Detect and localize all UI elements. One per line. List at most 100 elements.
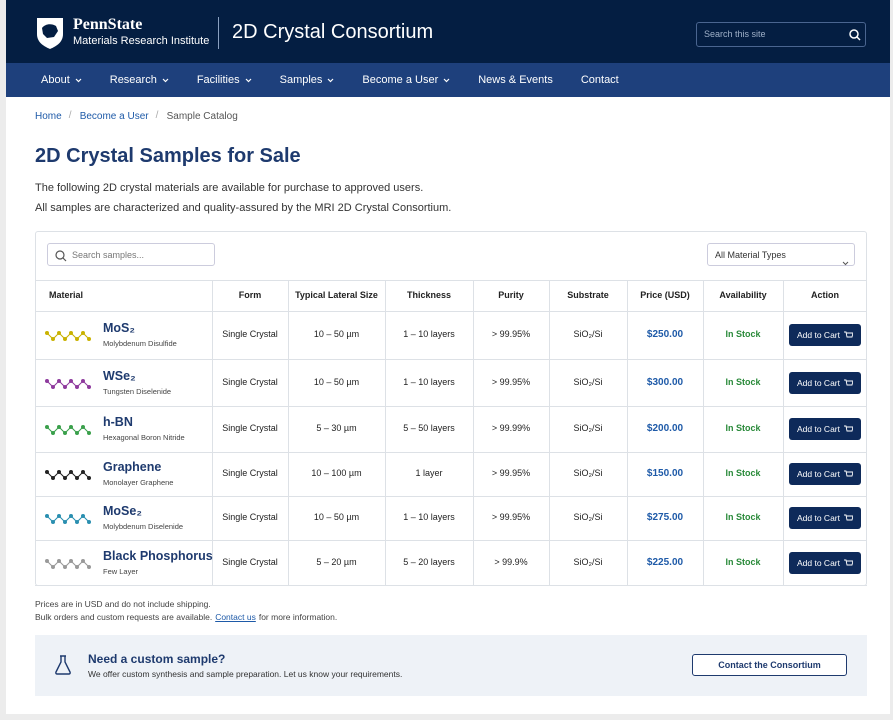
column-header: Action — [811, 290, 839, 300]
cell-availability: In Stock — [725, 512, 761, 522]
cart-icon — [844, 509, 854, 527]
cell-size: 5 – 30 µm — [316, 423, 357, 433]
row-line — [35, 406, 867, 407]
column-line — [385, 280, 386, 585]
cart-icon — [844, 554, 854, 572]
column-header: Price (USD) — [640, 290, 690, 300]
column-header: Typical Lateral Size — [295, 290, 378, 300]
cell-thickness: 5 – 50 layers — [403, 423, 455, 433]
cart-icon — [844, 465, 854, 483]
cell-form: Single Crystal — [222, 376, 278, 387]
breadcrumb-item[interactable]: Become a User — [79, 111, 149, 122]
cell-substrate: SiO₂/Si — [573, 512, 603, 522]
material-subtitle: Molybdenum Diselenide — [103, 522, 184, 531]
nav-item[interactable]: Become a User — [362, 63, 450, 97]
logo-shield — [35, 16, 65, 50]
nav-label: Samples — [279, 74, 323, 86]
note-shipping: Prices are in USD and do not include shi… — [35, 599, 211, 609]
add-to-cart-button[interactable]: Add to Cart — [789, 324, 861, 346]
cell-availability: In Stock — [725, 468, 761, 478]
material-name[interactable]: MoSe₂ — [103, 504, 142, 518]
column-header: Material — [49, 290, 84, 300]
cell-thickness: 1 – 10 layers — [403, 512, 455, 522]
cell-thickness: 1 layer — [415, 468, 443, 478]
site-title[interactable]: 2D Crystal Consortium — [232, 21, 434, 43]
nav-item[interactable]: Contact — [581, 63, 619, 97]
row-line — [35, 540, 867, 541]
cell-thickness: 1 – 10 layers — [403, 376, 455, 387]
header — [6, 0, 890, 63]
catalog-search-icon-graphic — [55, 250, 67, 262]
cell-price: $250.00 — [646, 329, 684, 340]
add-to-cart-button[interactable]: Add to Cart — [789, 507, 861, 529]
flask-icon-graphic — [55, 655, 71, 675]
cell-price: $200.00 — [646, 423, 684, 434]
material-subtitle: Tungsten Diselenide — [103, 386, 172, 396]
crystal-icon-graphic — [45, 514, 91, 524]
cart-icon — [844, 420, 854, 438]
add-to-cart-button[interactable]: Add to Cart — [789, 463, 861, 485]
page-title: 2D Crystal Samples for Sale — [35, 145, 301, 167]
breadcrumb-separator: / — [68, 110, 72, 121]
crystal-icon-graphic — [45, 558, 91, 569]
nav-item[interactable]: Facilities — [197, 63, 252, 97]
add-to-cart-label: Add to Cart — [797, 557, 840, 568]
crystal-icon — [44, 512, 92, 524]
contact-button[interactable]: Contact the Consortium — [692, 654, 847, 676]
crystal-icon-graphic — [45, 331, 91, 341]
catalog-search-icon — [55, 249, 67, 262]
material-name[interactable]: h-BN — [103, 415, 133, 429]
crystal-icon — [44, 468, 92, 480]
cell-form: Single Crystal — [222, 423, 278, 433]
material-subtitle: Few Layer — [103, 566, 139, 576]
cell-form: Single Crystal — [222, 556, 278, 567]
add-to-cart-button[interactable]: Add to Cart — [789, 418, 861, 440]
column-header: Thickness — [406, 290, 452, 300]
cell-form: Single Crystal — [222, 512, 278, 522]
cart-icon — [844, 326, 854, 344]
column-header: Substrate — [567, 290, 609, 300]
row-line — [35, 359, 867, 360]
breadcrumb-item[interactable]: Home — [35, 111, 62, 122]
column-line — [549, 280, 550, 585]
brand[interactable]: PennState — [73, 16, 143, 33]
column-header: Availability — [719, 290, 767, 300]
note-text: Bulk orders and custom requests are avai… — [35, 612, 213, 622]
material-name[interactable]: Black Phosphorus — [103, 548, 213, 563]
cell-availability: In Stock — [725, 329, 761, 339]
column-line — [288, 280, 289, 585]
nav-item[interactable]: Research — [110, 63, 169, 97]
cell-purity: > 99.95% — [491, 468, 531, 478]
nav-label: Contact — [580, 74, 619, 86]
nav-label: About — [41, 74, 70, 86]
add-to-cart-button[interactable]: Add to Cart — [789, 371, 861, 394]
nav-chevron — [245, 74, 252, 86]
cell-thickness: 1 – 10 layers — [403, 329, 455, 339]
cell-size: 5 – 20 µm — [316, 556, 357, 567]
site-search[interactable]: Search this site — [696, 22, 866, 47]
nav-item[interactable]: News & Events — [478, 63, 553, 97]
contact-button-label: Contact the Consortium — [718, 660, 821, 670]
cell-size: 10 – 50 µm — [313, 329, 360, 339]
material-name[interactable]: Graphene — [103, 460, 162, 474]
cell-substrate: SiO₂/Si — [573, 329, 603, 339]
cell-purity: > 99.9% — [494, 556, 528, 567]
breadcrumb-separator: / — [155, 110, 159, 121]
type-filter[interactable]: All Material Types — [707, 243, 855, 266]
add-to-cart-label: Add to Cart — [797, 513, 840, 523]
nav-item[interactable]: About — [41, 63, 82, 97]
note-link[interactable]: Contact us — [215, 612, 256, 622]
catalog-search[interactable]: Search samples... — [47, 243, 215, 266]
catalog-card — [35, 231, 867, 586]
row-line — [35, 496, 867, 497]
cell-substrate: SiO₂/Si — [573, 376, 603, 387]
cell-price: $275.00 — [646, 512, 684, 523]
nav-item[interactable]: Samples — [280, 63, 335, 97]
material-name[interactable]: MoS₂ — [103, 321, 135, 335]
material-name[interactable]: WSe₂ — [103, 368, 136, 383]
add-to-cart-button[interactable]: Add to Cart — [789, 551, 861, 574]
column-line — [473, 280, 474, 585]
